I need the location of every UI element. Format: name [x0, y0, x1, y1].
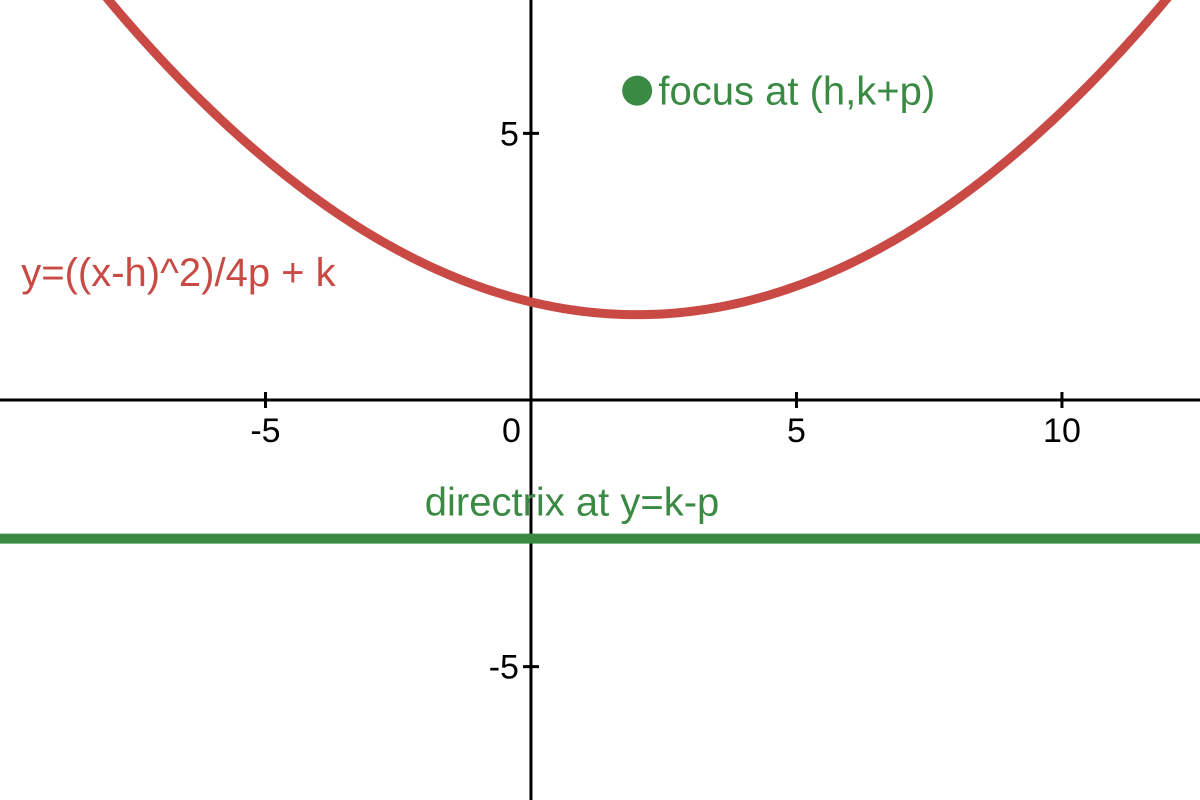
directrix-label: directrix at y=k-p	[425, 480, 720, 524]
y-tick-label: -5	[489, 649, 519, 687]
ticks: -5 0 5 10 5 -5	[250, 115, 1080, 686]
parabola-curve	[102, 0, 1172, 320]
annotations: y=((x-h)^2)/4p + k focus at (h,k+p) direct…	[21, 70, 935, 525]
x-tick-label: 5	[787, 412, 806, 450]
focus-label: focus at (h,k+p)	[658, 70, 935, 114]
series	[0, 0, 1200, 544]
x-tick-label: 0	[502, 412, 521, 450]
y-tick-label: 5	[500, 115, 519, 153]
focus-point	[622, 75, 653, 106]
x-tick-label: -5	[250, 412, 280, 450]
equation-label: y=((x-h)^2)/4p + k	[21, 251, 336, 295]
x-tick-label: 10	[1043, 412, 1081, 450]
